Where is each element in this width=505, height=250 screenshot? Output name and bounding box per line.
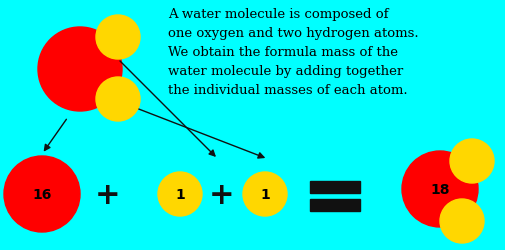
Circle shape [158,172,201,216]
Text: 1: 1 [175,187,184,201]
Text: +: + [209,180,234,209]
Circle shape [401,152,477,227]
Text: +: + [95,180,121,209]
Circle shape [242,172,286,216]
Circle shape [4,156,80,232]
Circle shape [439,199,483,243]
Circle shape [449,140,493,183]
Circle shape [96,16,140,60]
Text: 18: 18 [429,182,449,196]
Text: 1: 1 [260,187,269,201]
Text: 16: 16 [32,187,52,201]
Text: A water molecule is composed of
one oxygen and two hydrogen atoms.
We obtain the: A water molecule is composed of one oxyg… [168,8,418,96]
Circle shape [96,78,140,122]
Bar [310,181,359,193]
Bar [310,199,359,211]
Circle shape [38,28,122,112]
